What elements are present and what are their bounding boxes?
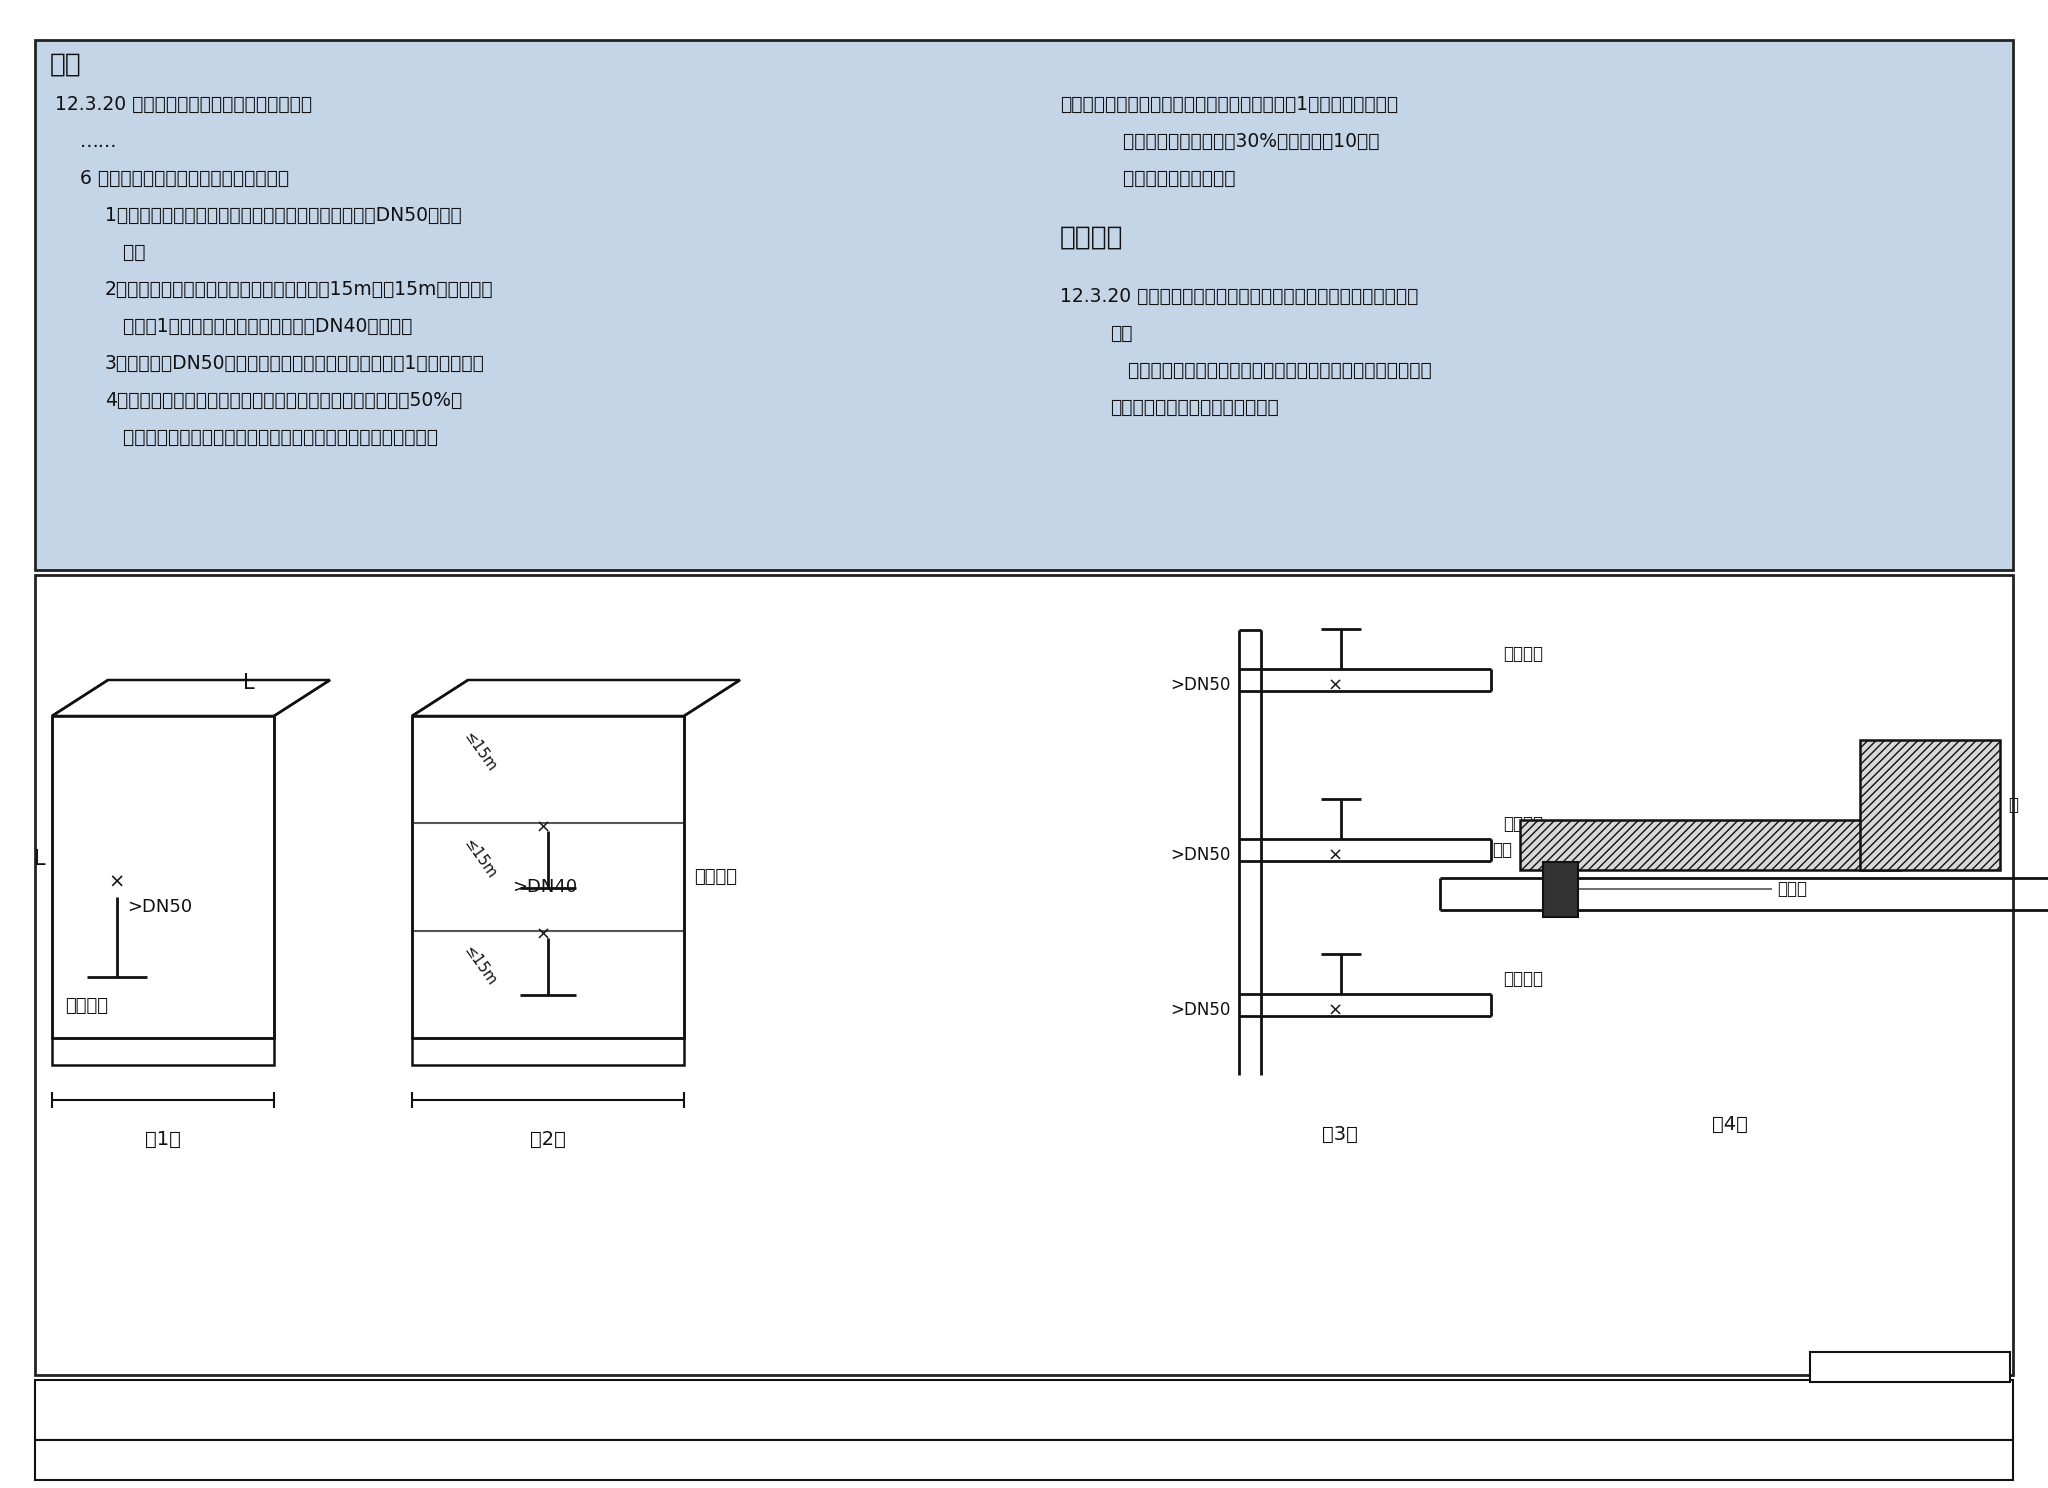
Text: 4）防慩支架的强度，应满足管道、配件及管内水的重量再加50%的: 4）防慩支架的强度，应满足管道、配件及管内水的重量再加50%的 [104, 391, 463, 411]
Text: 2）配水干管及配水管，配水支管的长度超过15m，每15m长度内应至: 2）配水干管及配水管，配水支管的长度超过15m，每15m长度内应至 [104, 280, 494, 299]
Text: 图集号: 图集号 [1696, 1388, 1724, 1406]
Text: 防晃支架: 防晃支架 [694, 868, 737, 885]
Text: L: L [35, 850, 45, 869]
Text: >DN50: >DN50 [1171, 1001, 1231, 1019]
Text: 页: 页 [1706, 1455, 1714, 1475]
Text: >DN50: >DN50 [127, 897, 193, 917]
Text: ×: × [1327, 847, 1343, 865]
Text: 楼板: 楼板 [1493, 841, 1511, 859]
Text: ×: × [535, 818, 551, 836]
Text: 审核  赵世明  小山嘉   校对  赵  听   赵昕   设计  侯远见  佳楠: 审核 赵世明 小山嘉 校对 赵 听 赵昕 设计 侯远见 佳楠 [55, 1458, 348, 1473]
Bar [35, 1440, 2013, 1481]
Text: 97: 97 [1898, 1455, 1925, 1475]
Text: ≤15m: ≤15m [461, 943, 500, 990]
Text: 水平方向推力时不据坏或不产生永久变形；当管道穿梁安装时，: 水平方向推力时不据坏或不产生永久变形；当管道穿梁安装时， [104, 429, 438, 446]
Bar [35, 1379, 2013, 1440]
Text: （1）: （1） [145, 1129, 180, 1149]
Text: 条文说明: 条文说明 [1061, 225, 1124, 250]
Text: 本条主要目的是为了确保管网的强度，使其在受外界机械冲撞: 本条主要目的是为了确保管网的强度，使其在受外界机械冲撞 [1110, 362, 1432, 381]
Polygon shape [1520, 820, 1901, 870]
Text: 和自身水力冲击时也不至于据伤。: 和自身水力冲击时也不至于据伤。 [1110, 399, 1278, 418]
Text: 条文: 条文 [49, 52, 82, 77]
Text: L: L [244, 673, 254, 693]
Text: 12.3.20 本条对管道的支架、吸架、防慩支架安装做了技术性的规: 12.3.20 本条对管道的支架、吸架、防慩支架安装做了技术性的规 [1061, 287, 1419, 307]
Text: 检验方法：尺量检查。: 检验方法：尺量检查。 [1106, 170, 1235, 187]
Bar [1810, 1353, 2009, 1382]
Text: 1）配水管宜在中点设置一个防晩支架，但当管径小于DN50时可不: 1）配水管宜在中点设置一个防晩支架，但当管径小于DN50时可不 [104, 205, 461, 225]
Text: （4）: （4） [1712, 1115, 1747, 1134]
Text: 3）管径大于DN50的管道拐彏、三通及四通位置处应设1个防晩支架；: 3）管径大于DN50的管道拐彏、三通及四通位置处应设1个防晩支架； [104, 354, 485, 373]
Text: 6 下列部位应设置固定支架或防晩支架：: 6 下列部位应设置固定支架或防晩支架： [80, 170, 289, 187]
Text: ≤15m: ≤15m [461, 836, 500, 882]
Text: 架空管道的固定支架与防慩支架: 架空管道的固定支架与防慩支架 [772, 1400, 1028, 1430]
Bar [35, 40, 2013, 570]
Text: 15S909: 15S909 [1673, 1415, 1747, 1433]
Text: 检查数量：按数量抄查30%，不应少于10件。: 检查数量：按数量抄查30%，不应少于10件。 [1106, 132, 1380, 150]
Text: 防晃支架: 防晃支架 [1503, 644, 1542, 664]
Text: （2）: （2） [530, 1129, 565, 1149]
Text: 12.3.20 架空管道的支吸架应符合下列规定：: 12.3.20 架空管道的支吸架应符合下列规定： [55, 95, 311, 115]
Text: 管道再用紧固件固定于混凝土结构上，宜可作为1个防慩支架处理。: 管道再用紧固件固定于混凝土结构上，宜可作为1个防慩支架处理。 [1061, 95, 1399, 115]
Text: 定。: 定。 [1110, 324, 1133, 344]
Text: 少设置1个防晩支架，但当管径不大于DN40可不设；: 少设置1个防晩支架，但当管径不大于DN40可不设； [104, 317, 412, 336]
Text: 设；: 设； [104, 243, 145, 262]
Text: 紧固件: 紧固件 [1778, 879, 1806, 897]
Text: ……: …… [80, 132, 117, 150]
Text: 12．3．20图示: 12．3．20图示 [1864, 1379, 1960, 1399]
Text: （3）: （3） [1323, 1125, 1358, 1144]
Polygon shape [1860, 740, 2001, 870]
Text: 防晃支架: 防晃支架 [1503, 970, 1542, 988]
Text: >DN40: >DN40 [512, 878, 578, 896]
Text: 防晃支架: 防晃支架 [66, 997, 109, 1015]
Text: ×: × [1327, 677, 1343, 695]
Text: ×: × [109, 872, 125, 891]
Bar [35, 574, 2013, 1375]
Text: 梁: 梁 [2007, 796, 2017, 814]
Bar [1542, 862, 1579, 917]
Text: ≤15m: ≤15m [461, 729, 500, 774]
Text: >DN50: >DN50 [1171, 847, 1231, 865]
Text: 防晃支架: 防晃支架 [1503, 815, 1542, 833]
Text: ×: × [535, 926, 551, 943]
Text: ×: × [1327, 1001, 1343, 1019]
Text: >DN50: >DN50 [1171, 676, 1231, 693]
